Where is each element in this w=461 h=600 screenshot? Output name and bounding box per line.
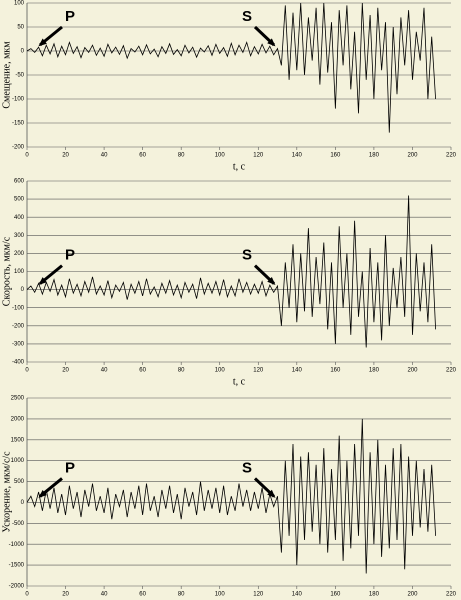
x-tick-label: 40: [101, 368, 108, 374]
y-tick-label: 1500: [11, 437, 25, 443]
y-tick-label: 0: [21, 287, 25, 293]
signal-line: [27, 195, 436, 348]
x-tick-label: 200: [407, 368, 418, 374]
y-tick-label: 2000: [11, 416, 25, 422]
x-tick-label: 80: [178, 153, 185, 159]
x-tick-label: 120: [253, 368, 264, 374]
x-tick-label: 100: [215, 368, 226, 374]
y-tick-label: 300: [14, 233, 25, 239]
x-tick-label: 220: [446, 153, 457, 159]
arrow-head: [267, 276, 276, 285]
y-tick-label: -50: [15, 73, 24, 79]
y-axis-label: Смещение, мкм: [1, 41, 12, 109]
y-tick-label: 400: [14, 215, 25, 221]
arrow-head: [38, 38, 47, 47]
x-tick-label: 100: [215, 592, 226, 598]
x-tick-label: 0: [25, 592, 29, 598]
x-tick-label: 220: [446, 592, 457, 598]
y-tick-label: -100: [12, 305, 25, 311]
x-tick-label: 80: [178, 368, 185, 374]
y-axis-label: Ускорение, мкм/с/с: [1, 451, 12, 533]
y-tick-label: -1000: [9, 542, 25, 548]
x-tick-label: 220: [446, 368, 457, 374]
y-tick-label: 600: [14, 179, 25, 185]
y-tick-label: 50: [17, 25, 24, 31]
x-tick-label: 40: [101, 592, 108, 598]
y-tick-label: -150: [12, 121, 25, 127]
y-tick-label: 0: [21, 49, 25, 55]
x-tick-label: 60: [139, 368, 146, 374]
annotation: S: [242, 8, 252, 25]
x-tick-label: 200: [407, 153, 418, 159]
y-tick-label: -100: [12, 97, 25, 103]
x-tick-label: 20: [62, 368, 69, 374]
y-tick-label: 200: [14, 251, 25, 257]
annotation: P: [65, 459, 75, 476]
y-tick-label: -1500: [9, 563, 25, 569]
y-axis-label: Скорость, мкм/с: [1, 236, 12, 306]
y-tick-label: -200: [12, 323, 25, 329]
arrow-head: [267, 489, 276, 498]
y-tick-label: -2000: [9, 584, 25, 590]
x-tick-label: 200: [407, 592, 418, 598]
y-tick-label: -200: [12, 145, 25, 151]
x-tick-label: 60: [139, 153, 146, 159]
y-tick-label: 100: [14, 269, 25, 275]
x-tick-label: 100: [215, 153, 226, 159]
x-tick-label: 20: [62, 153, 69, 159]
annotation: S: [242, 459, 252, 476]
y-tick-label: -300: [12, 341, 25, 347]
x-tick-label: 140: [292, 153, 303, 159]
annotation: P: [65, 247, 75, 264]
x-tick-label: 80: [178, 592, 185, 598]
y-tick-label: 100: [14, 1, 25, 7]
x-tick-label: 60: [139, 592, 146, 598]
annotation: P: [65, 8, 75, 25]
x-tick-label: 180: [369, 153, 380, 159]
x-tick-label: 140: [292, 592, 303, 598]
x-tick-label: 180: [369, 368, 380, 374]
x-tick-label: 40: [101, 153, 108, 159]
x-tick-label: 0: [25, 368, 29, 374]
x-tick-label: 0: [25, 153, 29, 159]
annotation: S: [242, 247, 252, 264]
x-axis-label: t, c: [233, 376, 246, 387]
signal-line: [27, 418, 436, 574]
y-tick-label: 500: [14, 197, 25, 203]
x-tick-label: 140: [292, 368, 303, 374]
y-tick-label: -500: [12, 521, 25, 527]
y-tick-label: 2500: [11, 396, 25, 402]
y-tick-label: 0: [21, 500, 25, 506]
y-tick-label: 500: [14, 479, 25, 485]
signal-line: [27, 3, 436, 133]
arrow-head: [38, 489, 47, 498]
y-tick-label: -400: [12, 360, 25, 366]
x-tick-label: 160: [330, 153, 341, 159]
x-tick-label: 160: [330, 368, 341, 374]
arrow-head: [267, 38, 276, 47]
x-tick-label: 120: [253, 592, 264, 598]
arrow-head: [38, 277, 47, 285]
x-tick-label: 120: [253, 153, 264, 159]
x-tick-label: 160: [330, 592, 341, 598]
x-tick-label: 20: [62, 592, 69, 598]
y-tick-label: 1000: [11, 458, 25, 464]
x-tick-label: 180: [369, 592, 380, 598]
x-axis-label: t, c: [233, 161, 246, 172]
